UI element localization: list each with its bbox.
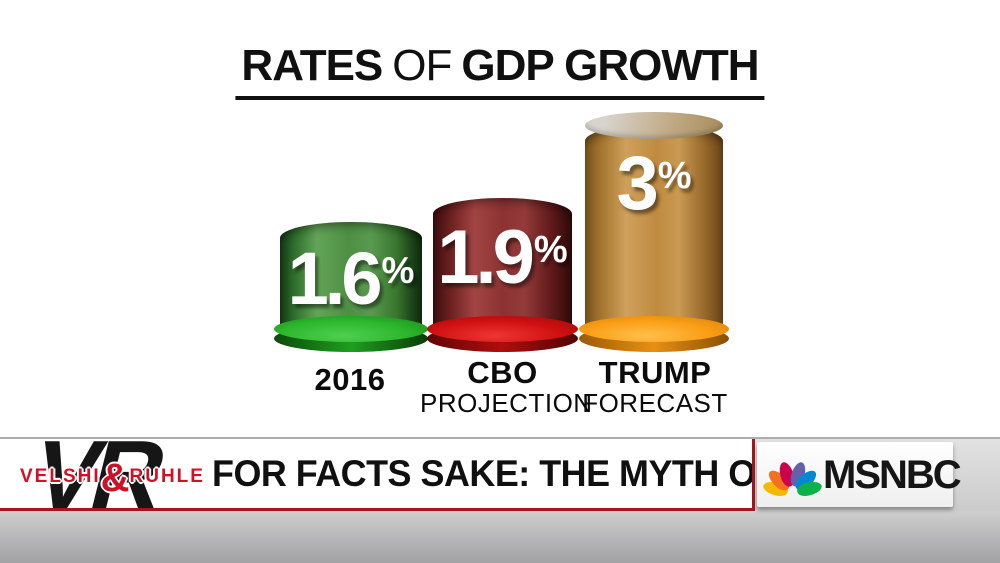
- bar-label-2016: 2016: [250, 364, 450, 395]
- chart-title-gdp-growth: GDP GROWTH: [461, 41, 759, 90]
- bar-label-line1: TRUMP: [598, 355, 712, 390]
- headline-text: FOR FACTS SAKE: THE MYTH OF 3% GROWTH: [212, 453, 752, 494]
- disc-face: [427, 316, 578, 342]
- chart-title: RATES OF GDP GROWTH: [235, 41, 765, 100]
- logo-ampersand: &: [100, 456, 130, 500]
- bar-label-line1: 2016: [314, 362, 386, 397]
- percent-sign: %: [381, 250, 415, 292]
- cylinder-top-face: [585, 112, 723, 139]
- bar-label-line2: FORECAST: [582, 388, 728, 418]
- value-number: 3: [616, 141, 658, 226]
- bar-label-line2: PROJECTION: [420, 388, 593, 418]
- chart-title-of: OF: [392, 41, 452, 90]
- nbc-peacock-icon: [761, 457, 824, 499]
- bar-2016: 1.6%: [274, 222, 428, 352]
- bar-cbo-projection: 1.9%: [427, 198, 578, 352]
- cylinder-base-disc-red: [427, 316, 578, 352]
- bar-label-line1: CBO: [467, 355, 538, 390]
- logo-name-velshi: VELSHI: [20, 466, 101, 487]
- logo-name-ruhle: RUHLE: [129, 466, 205, 487]
- disc-face: [579, 316, 729, 342]
- cylinder-base-disc-orange: [579, 316, 729, 352]
- msnbc-bug: MSNBC: [757, 442, 962, 507]
- bar-value-cbo: 1.9%: [433, 220, 572, 296]
- cylinder-base-disc-green: [274, 316, 428, 352]
- cylinder-body-orange: [585, 125, 723, 340]
- value-number: 1.9: [437, 215, 535, 300]
- chart-title-rates: RATES: [241, 41, 383, 90]
- bar-value-trump: 3%: [585, 146, 723, 222]
- bottom-gray-band: [0, 511, 1000, 563]
- percent-sign: %: [657, 154, 692, 197]
- velshi-ruhle-logo: V R VELSHI&RUHLE: [0, 439, 210, 508]
- bar-value-2016: 1.6%: [280, 242, 422, 316]
- value-number: 1.6: [287, 237, 383, 320]
- disc-face: [274, 316, 428, 342]
- bar-label-trump: TRUMP FORECAST: [575, 357, 735, 416]
- lower-third-banner: V R VELSHI&RUHLE FOR FACTS SAKE: THE MYT…: [0, 439, 752, 508]
- banner-red-underline: [0, 508, 755, 511]
- bar-trump-forecast: 3%: [579, 112, 729, 352]
- msnbc-wordmark: MSNBC: [823, 453, 962, 497]
- percent-sign: %: [533, 228, 568, 271]
- bar-label-cbo: CBO PROJECTION: [420, 355, 593, 418]
- banner-red-edge: [752, 439, 755, 508]
- banner-top-divider: [0, 437, 1000, 439]
- logo-show-names: VELSHI&RUHLE: [20, 458, 205, 498]
